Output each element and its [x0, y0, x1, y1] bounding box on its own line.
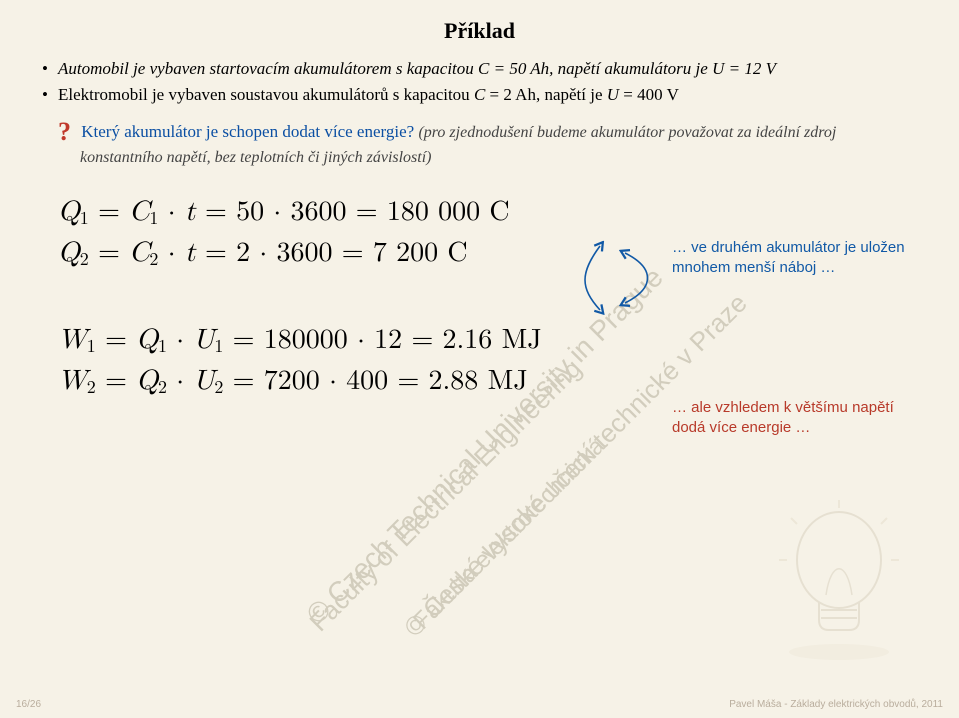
annot1-line1: … ve druhém akumulátor je uložen: [672, 238, 932, 258]
footer-page-number: 16/26: [16, 699, 41, 710]
eq-w1: W1 = Q1 · U1 = 180000 · 12 = 2.16 MJ: [58, 323, 921, 358]
question-note-2: konstantního napětí, bez teplotních či j…: [80, 149, 921, 167]
eq-q1: Q1 = C1 · t = 50 · 3600 = 180 000 C: [58, 195, 921, 230]
question-note-1: (pro zjednodušení budeme akumulátor pova…: [418, 124, 836, 141]
question-mark-icon: ?: [58, 117, 71, 146]
footer-credit: Pavel Máša - Základy elektrických obvodů…: [729, 699, 943, 710]
watermark-fee-cz: Fakulta elektrotechnická: [408, 433, 611, 636]
eq-w2: W2 = Q2 · U2 = 7200 · 400 = 2.88 MJ: [58, 364, 921, 399]
problem-list: Automobil je vybaven startovacím akumulá…: [42, 58, 921, 107]
slide-page: © Czech Technical University in Prague F…: [0, 0, 959, 718]
slide-title: Příklad: [38, 18, 921, 44]
question-line: ? Který akumulátor je schopen dodat více…: [58, 117, 921, 147]
question-text: Který akumulátor je schopen dodat více e…: [81, 122, 414, 141]
annot1-line2: mnohem menší náboj …: [672, 258, 932, 278]
bullet-1: Automobil je vybaven startovacím akumulá…: [42, 58, 921, 81]
annot2-line2: dodá více energie …: [672, 418, 932, 438]
annotation-energy: … ale vzhledem k většímu napětí dodá víc…: [672, 398, 932, 439]
lightbulb-icon: [761, 500, 911, 670]
annotation-charge: … ve druhém akumulátor je uložen mnohem …: [672, 238, 932, 279]
annot2-line1: … ale vzhledem k většímu napětí: [672, 398, 932, 418]
bullet-2: Elektromobil je vybaven soustavou akumul…: [42, 84, 921, 107]
energy-equations: W1 = Q1 · U1 = 180000 · 12 = 2.16 MJ W2 …: [58, 323, 921, 399]
